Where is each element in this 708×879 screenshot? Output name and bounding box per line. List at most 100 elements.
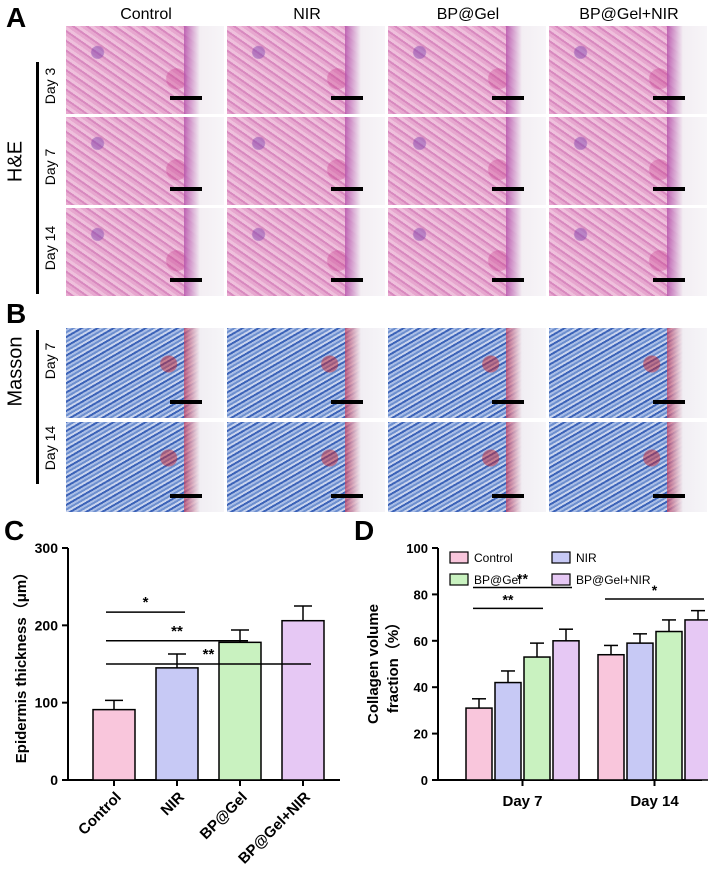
masson-row-label-day14: Day 14 bbox=[42, 425, 58, 471]
scale-bar bbox=[492, 278, 524, 282]
scale-bar bbox=[653, 96, 685, 100]
scale-bar bbox=[170, 494, 202, 498]
y-tick-label: 0 bbox=[50, 772, 58, 788]
legend-swatch bbox=[449, 573, 469, 586]
y-axis-label: Epidermis thickness（μm） bbox=[12, 565, 30, 763]
he-row-label-day7: Day 7 bbox=[42, 148, 58, 186]
scale-bar bbox=[653, 278, 685, 282]
he-image-bpgel-day7 bbox=[388, 117, 546, 205]
x-tick-label: NIR bbox=[158, 789, 188, 819]
he-row-label-day14: Day 14 bbox=[42, 225, 58, 271]
significance-label: ** bbox=[503, 591, 514, 607]
legend-swatch bbox=[551, 573, 571, 586]
bar bbox=[494, 681, 522, 781]
he-image-bpgel-day3 bbox=[388, 26, 546, 114]
scale-bar bbox=[331, 96, 363, 100]
y-axis-label-line2: fraction（%） bbox=[384, 615, 402, 713]
column-header-control: Control bbox=[120, 6, 172, 23]
column-header-nir: NIR bbox=[293, 6, 321, 23]
legend-label: NIR bbox=[576, 551, 597, 565]
masson-group-label: Masson bbox=[4, 336, 27, 407]
panel-label-b: B bbox=[6, 298, 27, 329]
masson-image-bpgel-day7 bbox=[388, 328, 546, 418]
bar bbox=[626, 642, 654, 781]
bar bbox=[655, 630, 683, 781]
scale-bar bbox=[170, 187, 202, 191]
he-image-control-day7 bbox=[66, 117, 224, 205]
panel-label-d: D bbox=[354, 515, 375, 546]
masson-image-control-day14 bbox=[66, 422, 224, 512]
masson-row-label-day7: Day 7 bbox=[42, 342, 58, 380]
legend-swatch bbox=[449, 551, 469, 564]
masson-image-bpgel-nir-day14 bbox=[549, 422, 707, 512]
x-tick-label: Day 14 bbox=[630, 793, 679, 810]
masson-group-bracket bbox=[36, 330, 39, 484]
he-image-bpgel-day14 bbox=[388, 208, 546, 296]
bar bbox=[597, 653, 625, 781]
column-header-bpgel: BP@Gel bbox=[436, 6, 500, 23]
column-header-bpgel-nir: BP@Gel+NIR bbox=[579, 6, 679, 23]
y-tick-label: 100 bbox=[35, 695, 59, 711]
he-image-bpgel-nir-day7 bbox=[549, 117, 707, 205]
masson-image-nir-day14 bbox=[227, 422, 385, 512]
scale-bar bbox=[170, 400, 202, 404]
significance-label: * bbox=[652, 582, 658, 598]
he-group-label: H&E bbox=[4, 140, 27, 183]
y-tick-label: 80 bbox=[414, 587, 428, 602]
y-tick-label: 20 bbox=[414, 727, 428, 742]
bar bbox=[218, 641, 262, 781]
bar bbox=[281, 619, 325, 781]
he-image-bpgel-nir-day14 bbox=[549, 208, 707, 296]
significance-label: ** bbox=[171, 623, 183, 640]
significance-label: ** bbox=[517, 570, 528, 586]
y-axis-label-line1: Collagen volume bbox=[365, 604, 382, 724]
masson-image-control-day7 bbox=[66, 328, 224, 418]
x-tick-label: Control bbox=[75, 789, 125, 839]
masson-image-nir-day7 bbox=[227, 328, 385, 418]
scale-bar bbox=[653, 494, 685, 498]
epidermis-thickness-chart: 0 100 200 300 Epidermis thickness（μm） Control… bbox=[12, 540, 340, 867]
y-tick-label: 200 bbox=[35, 617, 59, 633]
legend-label: BP@Gel+NIR bbox=[576, 573, 651, 587]
y-tick-label: 300 bbox=[35, 540, 59, 556]
he-image-nir-day3 bbox=[227, 26, 385, 114]
y-tick-label: 60 bbox=[414, 634, 428, 649]
bar bbox=[465, 707, 493, 781]
he-image-nir-day14 bbox=[227, 208, 385, 296]
scale-bar bbox=[653, 187, 685, 191]
scale-bar bbox=[492, 400, 524, 404]
scale-bar bbox=[170, 96, 202, 100]
panel-label-c: C bbox=[4, 515, 25, 546]
he-row-label-day3: Day 3 bbox=[42, 67, 58, 105]
scale-bar bbox=[492, 96, 524, 100]
significance-label: ** bbox=[203, 646, 215, 663]
scale-bar bbox=[653, 400, 685, 404]
bar bbox=[155, 667, 199, 781]
scale-bar bbox=[492, 187, 524, 191]
y-tick-label: 0 bbox=[421, 773, 428, 788]
scale-bar bbox=[331, 400, 363, 404]
x-tick-label: BP@Gel bbox=[197, 789, 251, 843]
legend-swatch bbox=[551, 551, 571, 564]
bar bbox=[684, 619, 708, 781]
x-tick-label: Day 7 bbox=[502, 793, 542, 810]
he-image-control-day14 bbox=[66, 208, 224, 296]
masson-image-bpgel-nir-day7 bbox=[549, 328, 707, 418]
significance-label: * bbox=[143, 594, 149, 611]
he-image-control-day3 bbox=[66, 26, 224, 114]
scale-bar bbox=[331, 187, 363, 191]
scale-bar bbox=[331, 278, 363, 282]
bar bbox=[92, 708, 136, 781]
collagen-fraction-chart: 0 20 40 60 80 100 Collagen volume fraction（%） Da… bbox=[365, 541, 708, 810]
masson-image-bpgel-day14 bbox=[388, 422, 546, 512]
bar bbox=[523, 656, 551, 781]
he-image-bpgel-nir-day3 bbox=[549, 26, 707, 114]
scale-bar bbox=[331, 494, 363, 498]
scale-bar bbox=[492, 494, 524, 498]
legend-label: BP@Gel bbox=[474, 573, 521, 587]
y-tick-label: 40 bbox=[414, 680, 428, 695]
y-tick-label: 100 bbox=[406, 541, 428, 556]
legend-label: Control bbox=[474, 551, 513, 565]
he-group-bracket bbox=[36, 62, 39, 294]
